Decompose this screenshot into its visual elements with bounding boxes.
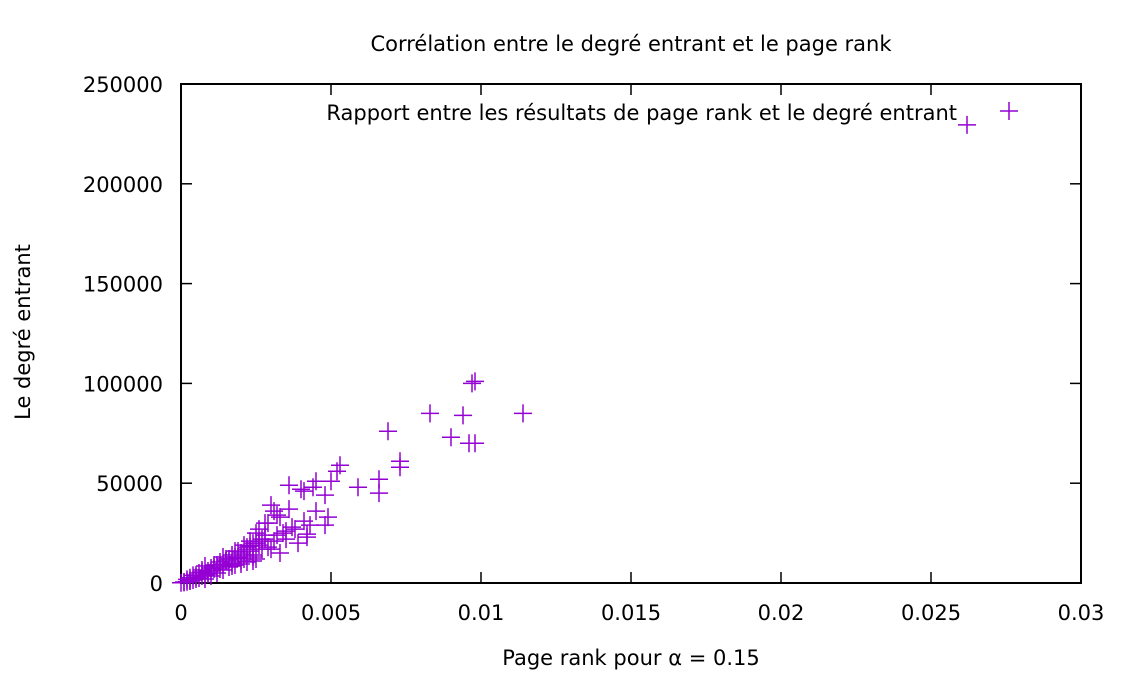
y-tick-label: 0 xyxy=(150,572,163,596)
data-point xyxy=(958,115,976,134)
x-tick-label: 0.005 xyxy=(301,601,361,625)
data-point xyxy=(298,525,316,544)
x-tick-label: 0.025 xyxy=(901,601,961,625)
data-point xyxy=(370,484,388,503)
data-point xyxy=(454,406,472,425)
data-point xyxy=(421,404,439,423)
axis-ticks: 0 0.005 0.01 0.015 0.02 0.025 0.03 0 50000 100000… xyxy=(83,73,1105,625)
y-tick-label: 150000 xyxy=(83,273,163,297)
data-point xyxy=(262,540,280,559)
data-point xyxy=(271,544,289,563)
x-tick-label: 0.01 xyxy=(458,601,505,625)
data-point xyxy=(259,514,277,533)
x-tick-label: 0.015 xyxy=(601,601,661,625)
data-point xyxy=(178,570,196,589)
data-points xyxy=(172,115,976,592)
x-tick-label: 0 xyxy=(174,601,187,625)
x-tick-label: 0.03 xyxy=(1058,601,1105,625)
legend-label: Rapport entre les résultats de page rank… xyxy=(326,101,957,125)
data-point xyxy=(295,512,313,531)
data-point xyxy=(247,534,265,553)
data-point xyxy=(391,458,409,477)
data-point xyxy=(268,506,286,525)
data-point xyxy=(349,478,367,497)
y-axis-label: Le degré entrant xyxy=(11,244,35,420)
data-point xyxy=(319,508,337,527)
chart-title: Corrélation entre le degré entrant et le… xyxy=(370,32,892,56)
data-point xyxy=(250,532,268,551)
data-point xyxy=(514,404,532,423)
y-tick-label: 100000 xyxy=(83,372,163,396)
x-axis-label: Page rank pour α = 0.15 xyxy=(502,646,760,670)
data-point xyxy=(280,476,298,495)
data-point xyxy=(271,508,289,527)
data-point xyxy=(466,372,484,391)
data-point xyxy=(379,422,397,441)
y-tick-label: 50000 xyxy=(96,472,163,496)
legend-marker xyxy=(1000,101,1018,120)
data-point xyxy=(442,428,460,447)
x-tick-label: 0.02 xyxy=(758,601,805,625)
legend: Rapport entre les résultats de page rank… xyxy=(326,101,1018,125)
data-point xyxy=(244,548,262,567)
data-point xyxy=(280,500,298,519)
data-point xyxy=(286,520,304,539)
data-point xyxy=(466,434,484,453)
data-point xyxy=(307,502,325,521)
data-point xyxy=(463,374,481,393)
data-point xyxy=(283,518,301,537)
data-point xyxy=(316,486,334,505)
data-point xyxy=(295,482,313,501)
y-tick-label: 250000 xyxy=(83,73,163,97)
data-point xyxy=(304,478,322,497)
data-point xyxy=(328,462,346,481)
data-point xyxy=(292,480,310,499)
y-tick-label: 200000 xyxy=(83,173,163,197)
